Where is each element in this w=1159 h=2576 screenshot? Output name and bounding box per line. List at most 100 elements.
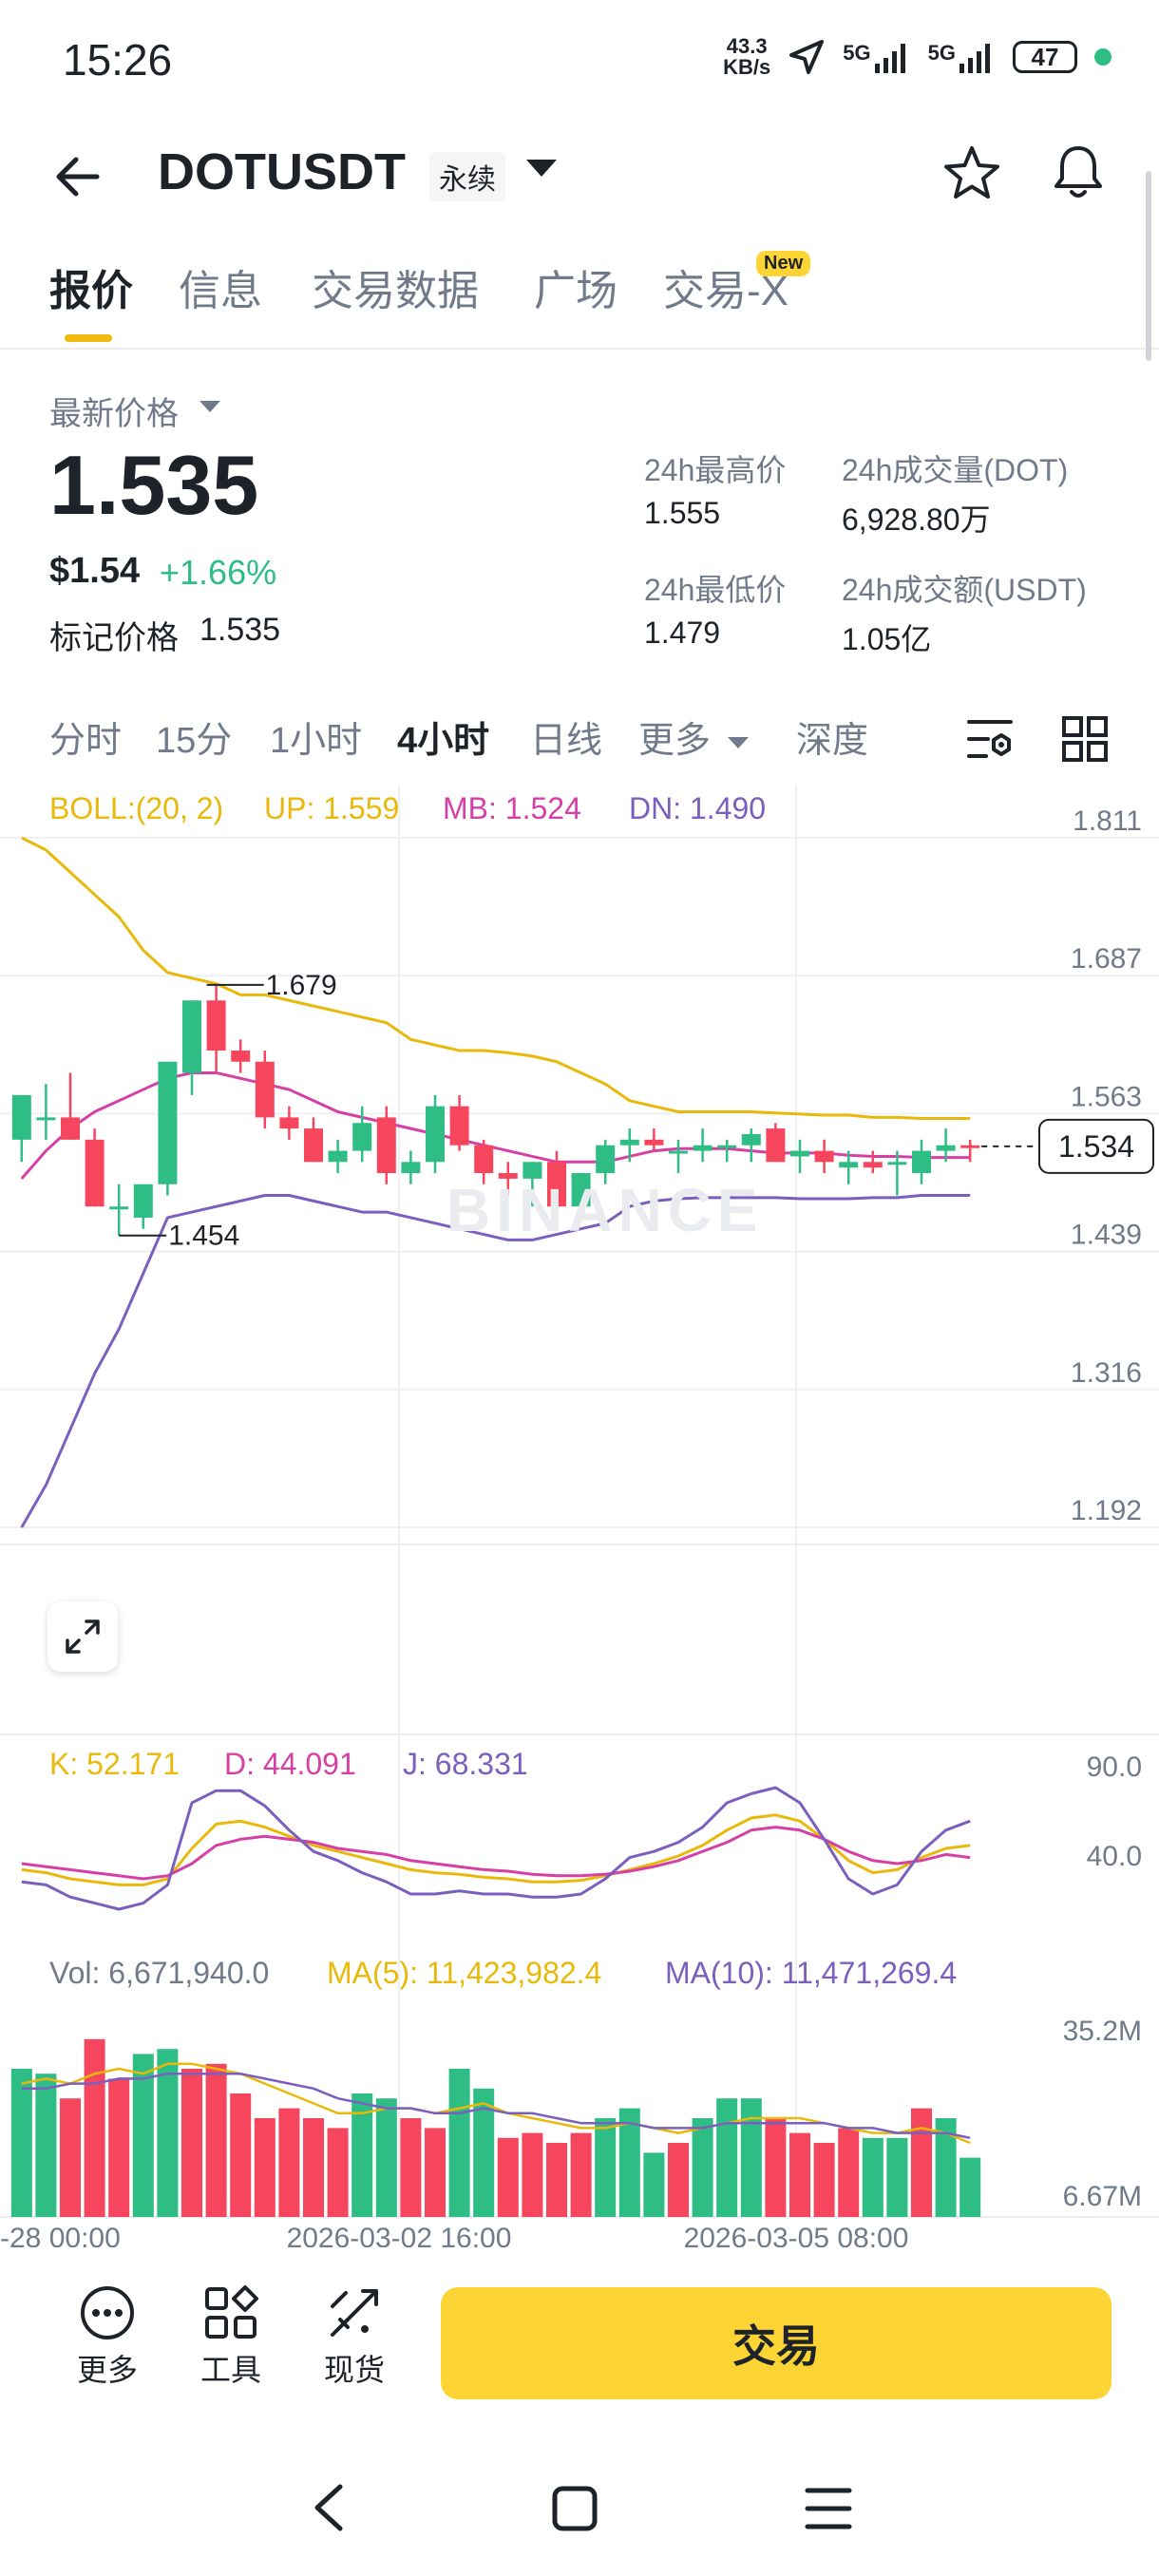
candle-body[interactable] bbox=[960, 1145, 980, 1148]
candle-body[interactable] bbox=[619, 1139, 639, 1146]
candle-body[interactable] bbox=[36, 1117, 56, 1121]
symbol-title[interactable]: DOTUSDT bbox=[158, 143, 406, 200]
star-icon[interactable] bbox=[940, 142, 1003, 205]
candle-body[interactable] bbox=[741, 1133, 761, 1146]
candle-body[interactable] bbox=[596, 1145, 616, 1174]
candle-body[interactable] bbox=[839, 1162, 859, 1168]
back-arrow-icon[interactable] bbox=[49, 148, 106, 205]
candle-body[interactable] bbox=[887, 1162, 907, 1165]
candle-body[interactable] bbox=[912, 1150, 931, 1174]
volume-bar[interactable] bbox=[838, 2128, 860, 2217]
volume-bar[interactable] bbox=[205, 2063, 227, 2217]
kline-chart[interactable]: 1.811 1.687 1.563 1.439 1.316 1.192 BOLL:(20, … bbox=[0, 785, 1159, 2247]
candle-body[interactable] bbox=[255, 1061, 275, 1118]
volume-bar[interactable] bbox=[618, 2108, 640, 2217]
volume-bar[interactable] bbox=[716, 2098, 738, 2217]
candle-body[interactable] bbox=[498, 1173, 518, 1179]
candle-body[interactable] bbox=[644, 1139, 664, 1146]
candle-body[interactable] bbox=[717, 1145, 737, 1148]
caret-down-icon[interactable] bbox=[200, 401, 220, 412]
interval-time[interactable]: 分时 bbox=[49, 721, 123, 761]
volume-bar[interactable] bbox=[278, 2108, 300, 2217]
interval-15m[interactable]: 15分 bbox=[156, 721, 233, 761]
candle-body[interactable] bbox=[11, 1094, 31, 1140]
volume-bar[interactable] bbox=[10, 2069, 32, 2217]
bell-icon[interactable] bbox=[1047, 141, 1110, 203]
volume-bar[interactable] bbox=[886, 2137, 908, 2217]
volume-bar[interactable] bbox=[813, 2143, 835, 2217]
candle-body[interactable] bbox=[693, 1145, 712, 1151]
volume-bar[interactable] bbox=[132, 2054, 154, 2217]
volume-bar[interactable] bbox=[692, 2118, 713, 2217]
candle-body[interactable] bbox=[85, 1139, 104, 1207]
volume-bar[interactable] bbox=[473, 2088, 495, 2217]
volume-bar[interactable] bbox=[157, 2049, 179, 2217]
volume-bar[interactable] bbox=[425, 2128, 446, 2217]
volume-bar[interactable] bbox=[327, 2128, 349, 2217]
candle-body[interactable] bbox=[279, 1117, 299, 1129]
volume-bar[interactable] bbox=[765, 2118, 787, 2217]
volume-bar[interactable] bbox=[60, 2098, 81, 2217]
candle-body[interactable] bbox=[766, 1128, 786, 1163]
candle-body[interactable] bbox=[790, 1150, 809, 1157]
candle-body[interactable] bbox=[449, 1106, 469, 1146]
spot-button[interactable]: 现货 bbox=[302, 2276, 407, 2390]
volume-bar[interactable] bbox=[254, 2118, 276, 2217]
candle-body[interactable] bbox=[61, 1117, 80, 1140]
more-button[interactable]: 更多 bbox=[55, 2276, 160, 2390]
volume-bar[interactable] bbox=[448, 2069, 470, 2217]
volume-bar[interactable] bbox=[84, 2038, 105, 2217]
volume-bar[interactable] bbox=[911, 2108, 932, 2217]
tab-square[interactable]: 广场 bbox=[534, 268, 618, 314]
volume-bar[interactable] bbox=[400, 2118, 422, 2217]
candle-body[interactable] bbox=[328, 1150, 348, 1163]
volume-bar[interactable] bbox=[595, 2118, 617, 2217]
volume-bar[interactable] bbox=[862, 2137, 884, 2217]
volume-bar[interactable] bbox=[108, 2078, 130, 2217]
volume-bar[interactable] bbox=[375, 2098, 397, 2217]
scrollbar[interactable] bbox=[1146, 171, 1151, 361]
chevron-down-icon[interactable] bbox=[526, 160, 557, 177]
candle-body[interactable] bbox=[474, 1145, 494, 1174]
tab-quote[interactable]: 报价 bbox=[49, 268, 133, 314]
candle-body[interactable] bbox=[814, 1150, 834, 1163]
grid-layout-icon[interactable] bbox=[1060, 714, 1110, 764]
interval-depth[interactable]: 深度 bbox=[796, 721, 869, 761]
volume-bar[interactable] bbox=[497, 2137, 519, 2217]
tools-button[interactable]: 工具 bbox=[179, 2276, 283, 2390]
trade-button[interactable]: 交易 bbox=[441, 2287, 1112, 2399]
caret-down-icon[interactable] bbox=[728, 737, 749, 748]
candle-body[interactable] bbox=[426, 1106, 445, 1163]
volume-bar[interactable] bbox=[522, 2132, 543, 2217]
interval-4h[interactable]: 4小时 bbox=[397, 721, 490, 761]
volume-bar[interactable] bbox=[35, 2074, 57, 2217]
candle-body[interactable] bbox=[109, 1206, 129, 1210]
volume-bar[interactable] bbox=[935, 2118, 957, 2217]
nav-back-icon[interactable] bbox=[306, 2481, 353, 2534]
candle-body[interactable] bbox=[352, 1123, 372, 1151]
chart-settings-icon[interactable] bbox=[965, 714, 1015, 764]
expand-button[interactable] bbox=[48, 1601, 118, 1672]
volume-bar[interactable] bbox=[352, 2093, 373, 2217]
candle-body[interactable] bbox=[936, 1145, 956, 1151]
candle-body[interactable] bbox=[304, 1128, 323, 1163]
volume-bar[interactable] bbox=[960, 2157, 981, 2217]
candle-body[interactable] bbox=[863, 1162, 883, 1168]
volume-bar[interactable] bbox=[740, 2098, 762, 2217]
volume-bar[interactable] bbox=[643, 2152, 665, 2217]
latest-price-label[interactable]: 最新价格 bbox=[49, 396, 179, 432]
candle-body[interactable] bbox=[401, 1162, 421, 1174]
interval-1d[interactable]: 日线 bbox=[530, 721, 603, 761]
candle-body[interactable] bbox=[669, 1150, 688, 1154]
volume-bar[interactable] bbox=[570, 2132, 592, 2217]
candle-body[interactable] bbox=[158, 1061, 178, 1184]
tab-info[interactable]: 信息 bbox=[179, 268, 262, 314]
volume-bar[interactable] bbox=[230, 2093, 252, 2217]
candle-body[interactable] bbox=[376, 1117, 396, 1174]
candle-body[interactable] bbox=[231, 1051, 251, 1062]
candle-body[interactable] bbox=[571, 1173, 591, 1207]
volume-bar[interactable] bbox=[303, 2118, 324, 2217]
interval-more[interactable]: 更多 bbox=[638, 721, 712, 761]
interval-1h[interactable]: 1小时 bbox=[270, 721, 363, 761]
volume-bar[interactable] bbox=[181, 2069, 202, 2217]
